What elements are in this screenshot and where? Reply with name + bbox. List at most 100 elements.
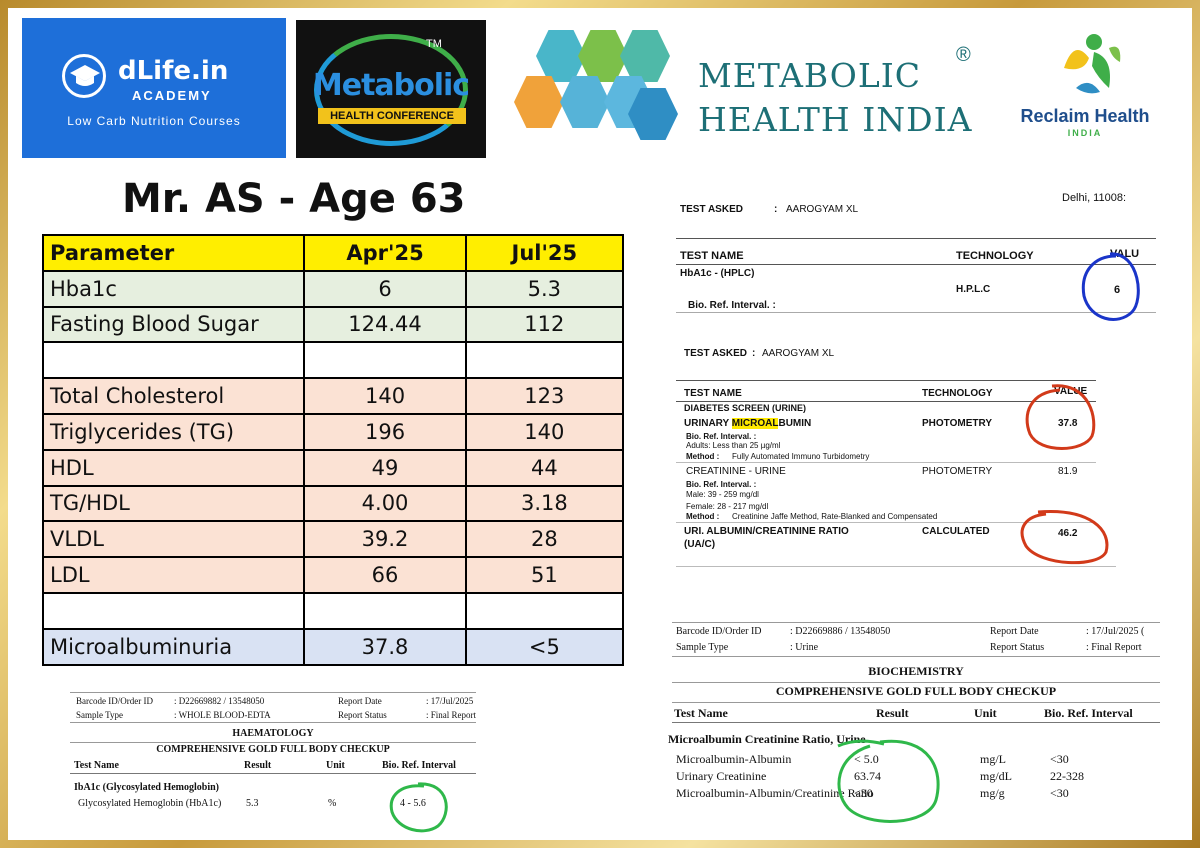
row-jul: 3.18 bbox=[464, 484, 625, 523]
person-leaf-icon bbox=[1064, 34, 1121, 94]
barcode-label: Barcode ID/Order ID bbox=[676, 626, 762, 637]
row-name: Microalbuminuria bbox=[41, 627, 306, 666]
sample-type-value: : Urine bbox=[790, 642, 819, 653]
divider bbox=[672, 622, 1160, 623]
creatinine-value: 81.9 bbox=[1058, 466, 1078, 477]
col-ref: Bio. Ref. Interval bbox=[1044, 706, 1133, 720]
checkup-title: COMPREHENSIVE GOLD FULL BODY CHECKUP bbox=[156, 744, 390, 755]
report-status-label: Report Status bbox=[338, 710, 387, 720]
row-ref: 4 - 5.6 bbox=[400, 798, 426, 809]
method-label: Method : bbox=[686, 452, 720, 461]
reclaim-health-name: Reclaim Health bbox=[1020, 106, 1150, 126]
divider bbox=[70, 692, 476, 693]
row-name: HDL bbox=[41, 448, 306, 487]
row-apr: 37.8 bbox=[303, 627, 467, 666]
report-date-label: Report Date bbox=[990, 626, 1039, 637]
row-name: LDL bbox=[41, 556, 306, 594]
report-status-value: : Final Report bbox=[426, 710, 476, 720]
hba1c-label: HbA1c - (HPLC) bbox=[680, 268, 755, 279]
group-title: IbA1c (Glycosylated Hemoglobin) bbox=[74, 782, 219, 793]
test-asked-colon-2: : bbox=[752, 348, 756, 359]
table-row: Fasting Blood Sugar 124.44 112 bbox=[41, 305, 625, 344]
row-jul: <5 bbox=[464, 627, 625, 666]
ratio-label-2: (UA/C) bbox=[684, 539, 716, 550]
dlife-tagline: Low Carb Nutrition Courses bbox=[67, 114, 241, 128]
section-title: BIOCHEMISTRY bbox=[868, 664, 964, 678]
test-asked-label: TEST ASKED bbox=[680, 204, 743, 215]
row-name: TG/HDL bbox=[41, 484, 306, 523]
row-jul: 140 bbox=[464, 412, 625, 451]
col-unit: Unit bbox=[326, 760, 345, 771]
header-parameter: Parameter bbox=[41, 234, 306, 272]
barcode-value: : D22669882 / 13548050 bbox=[174, 696, 265, 706]
divider bbox=[676, 462, 1096, 463]
urinary-tech: PHOTOMETRY bbox=[922, 418, 993, 429]
col-test-name: Test Name bbox=[674, 706, 728, 720]
report-date-value: : 17/Jul/2025 bbox=[426, 696, 474, 706]
row-unit: mg/dL bbox=[980, 769, 1012, 783]
row-unit: % bbox=[328, 798, 337, 809]
test-asked-value-2: AAROGYAM XL bbox=[762, 348, 835, 359]
row-apr: 196 bbox=[303, 412, 467, 451]
creatinine-label: CREATININE - URINE bbox=[686, 466, 786, 477]
table-spacer-row bbox=[41, 341, 625, 380]
col-unit: Unit bbox=[974, 706, 997, 720]
dlife-name: dLife.in bbox=[118, 56, 229, 86]
divider bbox=[676, 238, 1156, 239]
divider bbox=[672, 656, 1160, 657]
bio-ref-3: Bio. Ref. Interval. : bbox=[686, 480, 757, 489]
test-asked-colon: : bbox=[774, 204, 778, 215]
bio-ref-label: Bio. Ref. Interval. : bbox=[688, 300, 776, 311]
divider bbox=[676, 522, 1096, 523]
table-header-row: Parameter Apr'25 Jul'25 bbox=[41, 234, 625, 272]
row-result: <30 bbox=[854, 786, 873, 800]
row-name: Hba1c bbox=[41, 269, 306, 308]
row-jul: 44 bbox=[464, 448, 625, 487]
conference-ring-icon bbox=[314, 34, 468, 146]
page-title: Mr. AS - Age 63 bbox=[122, 176, 466, 222]
ratio-tech: CALCULATED bbox=[922, 526, 990, 537]
reclaim-health-logo: Reclaim Health INDIA bbox=[1010, 28, 1160, 156]
row-apr: 49 bbox=[303, 448, 467, 487]
dlife-academy: ACADEMY bbox=[132, 88, 212, 103]
row-name: Triglycerides (TG) bbox=[41, 412, 306, 451]
row-result: 5.3 bbox=[246, 798, 259, 809]
reclaim-health-india: INDIA bbox=[1067, 128, 1103, 138]
divider bbox=[70, 773, 476, 774]
urinary-microalbumin: URINARY MICROALBUMIN bbox=[684, 418, 812, 429]
ratio-label: URI. ALBUMIN/CREATININE RATIO bbox=[684, 526, 849, 537]
row-name: Total Cholesterol bbox=[41, 377, 306, 415]
divider bbox=[672, 682, 1160, 683]
row-jul: 112 bbox=[464, 305, 625, 344]
table-row: VLDL 39.2 28 bbox=[41, 520, 625, 559]
divider bbox=[672, 722, 1160, 723]
report-status-label: Report Status bbox=[990, 642, 1045, 653]
row-ref: 22-328 bbox=[1050, 769, 1084, 783]
highlighted-text: MICROAL bbox=[731, 418, 779, 429]
divider bbox=[672, 702, 1160, 703]
divider bbox=[676, 401, 1096, 402]
row-name: Urinary Creatinine bbox=[676, 769, 767, 783]
row-ref: <30 bbox=[1050, 786, 1069, 800]
row-ref: <30 bbox=[1050, 752, 1069, 766]
barcode-value: : D22669886 / 13548050 bbox=[790, 626, 891, 637]
divider bbox=[676, 566, 1116, 567]
dlife-logo: dLife.in ACADEMY Low Carb Nutrition Cour… bbox=[22, 18, 286, 158]
sample-type-value: : WHOLE BLOOD-EDTA bbox=[174, 710, 271, 720]
table-row: Triglycerides (TG) 196 140 bbox=[41, 412, 625, 451]
section-title: HAEMATOLOGY bbox=[232, 728, 314, 739]
row-name: Microalbumin-Albumin bbox=[676, 752, 792, 766]
col-result: Result bbox=[244, 760, 272, 771]
row-name: Microalbumin-Albumin/Creatinine Ratio bbox=[676, 786, 874, 800]
barcode-label: Barcode ID/Order ID bbox=[76, 696, 153, 706]
col-result: Result bbox=[876, 706, 909, 720]
col-test-name: Test Name bbox=[74, 760, 119, 771]
table-row: LDL 66 51 bbox=[41, 556, 625, 594]
row-unit: mg/L bbox=[980, 752, 1006, 766]
male-ref: Male: 39 - 259 mg/dl bbox=[686, 490, 759, 499]
row-apr: 39.2 bbox=[303, 520, 467, 559]
table-row: Microalbuminuria 37.8 <5 bbox=[41, 627, 625, 666]
sample-type-label: Sample Type bbox=[76, 710, 123, 720]
row-jul: 28 bbox=[464, 520, 625, 559]
table-row: Hba1c 6 5.3 bbox=[41, 269, 625, 308]
